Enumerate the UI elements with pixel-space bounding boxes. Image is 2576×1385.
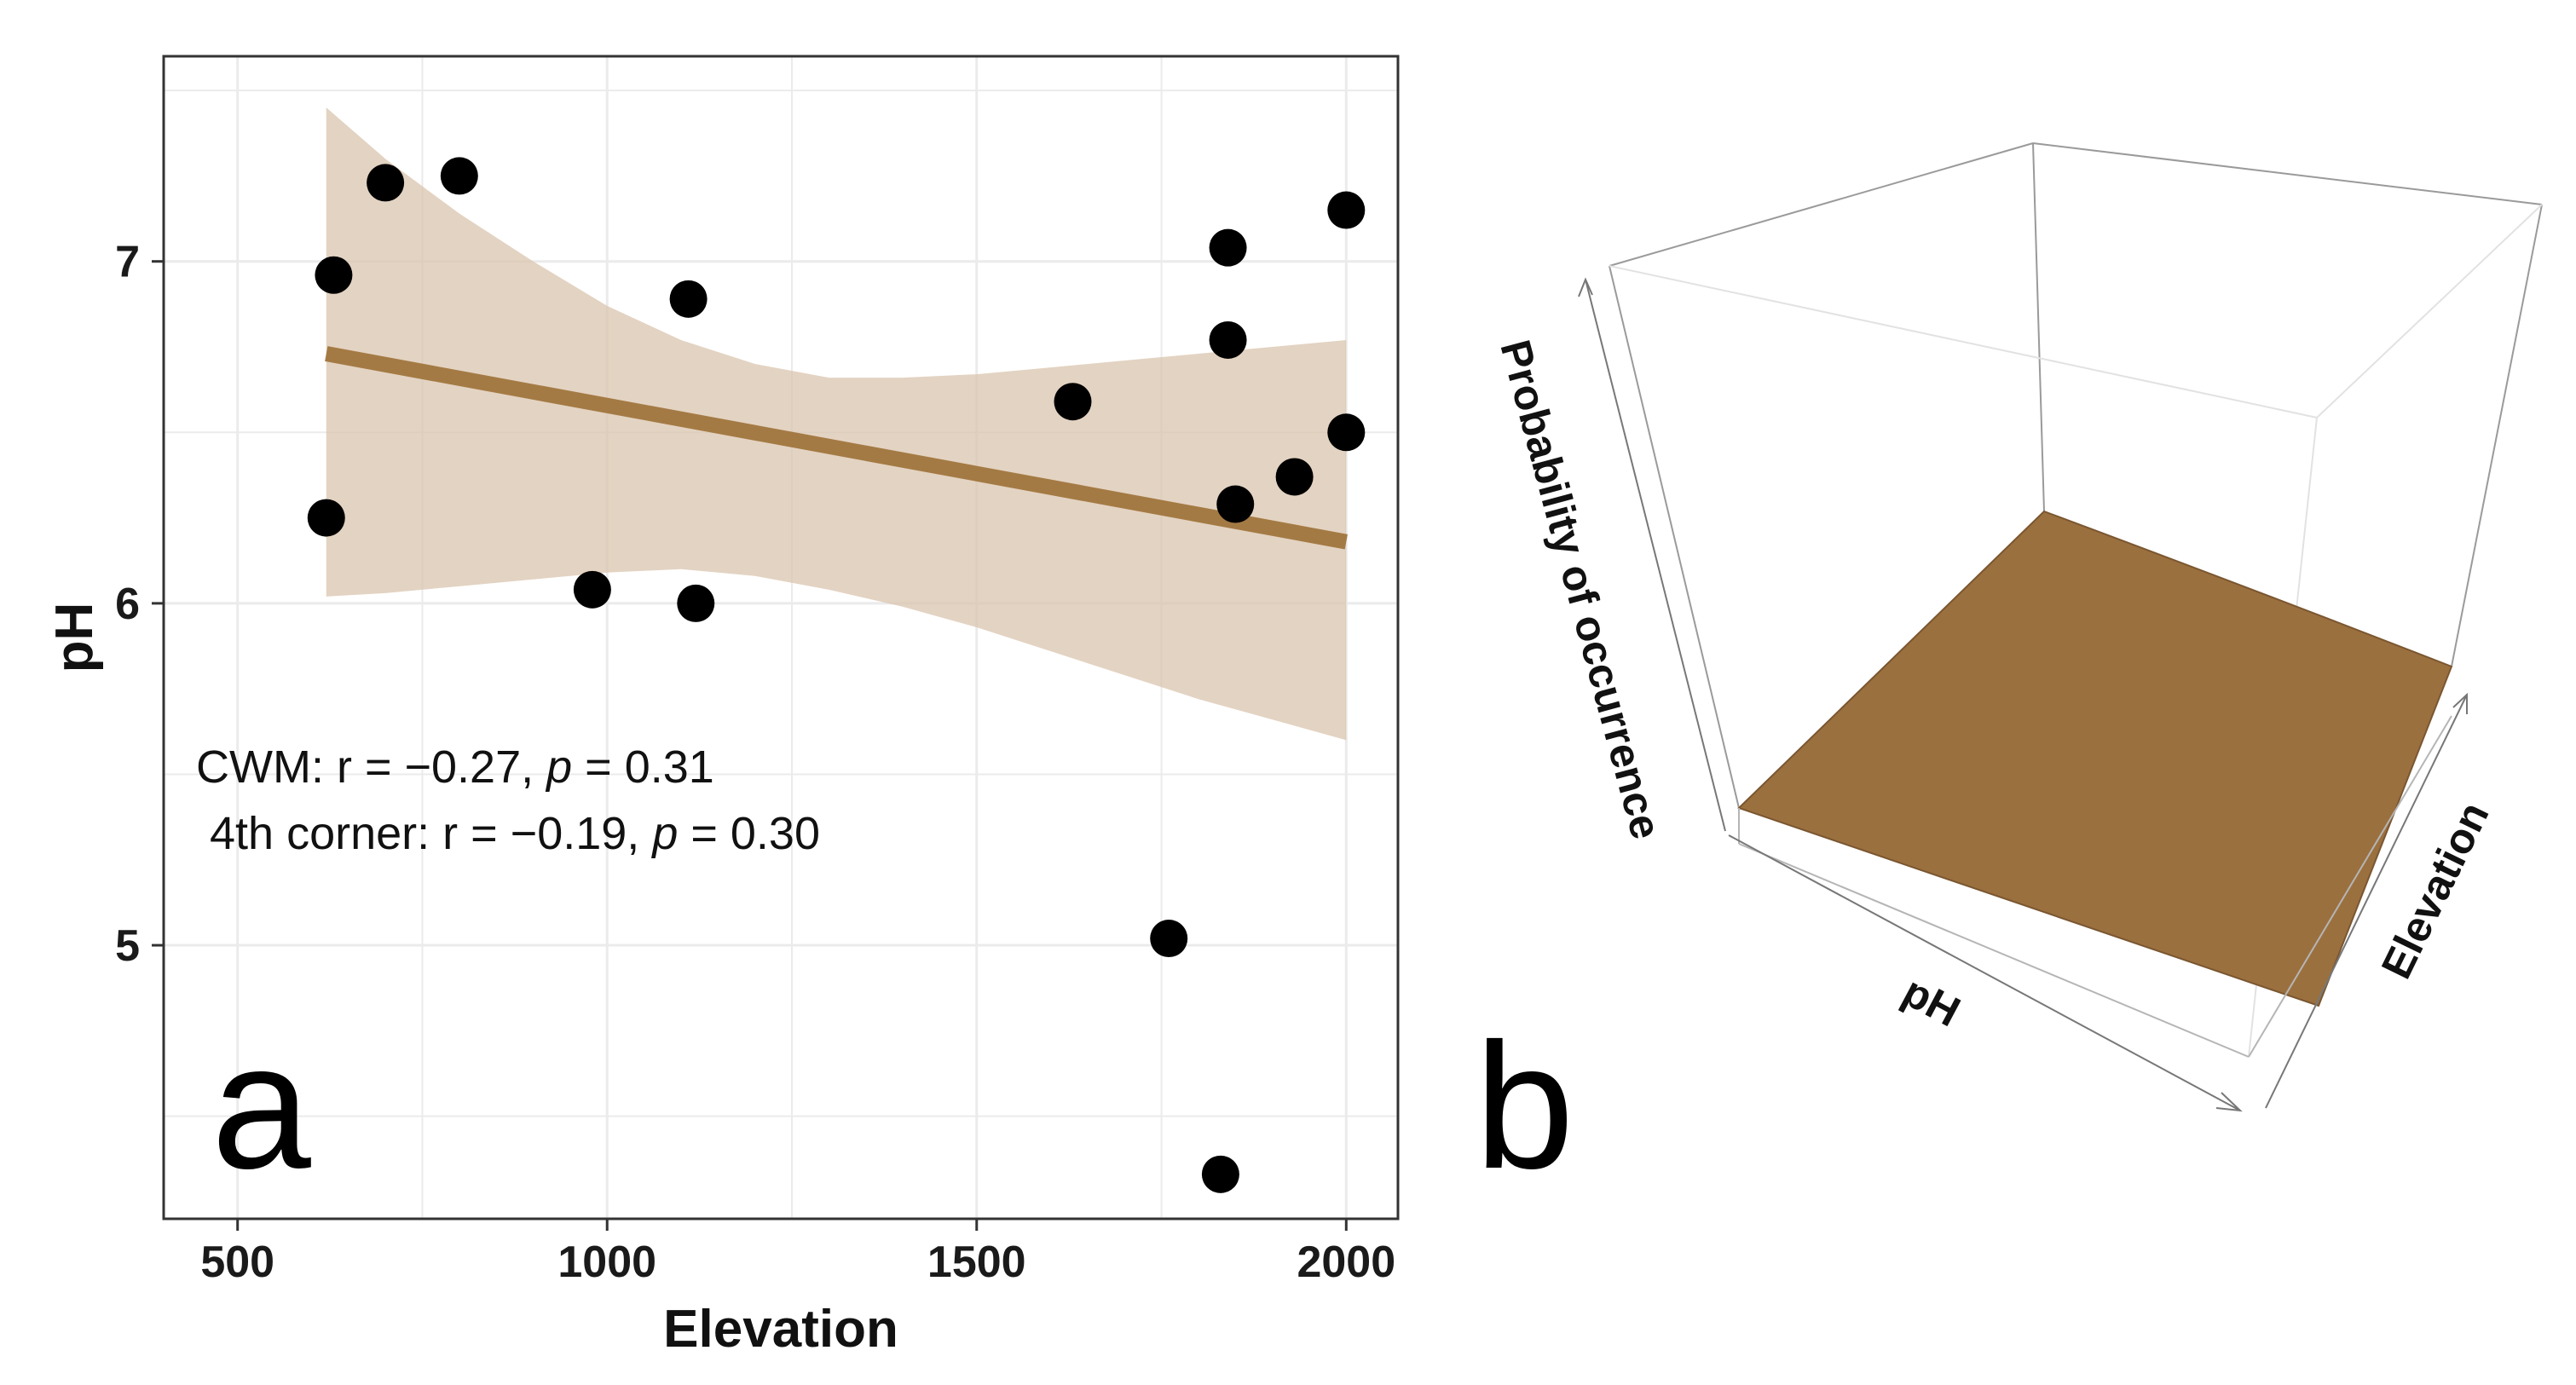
y-tick-label: 5	[115, 921, 140, 971]
panel-letter-b: b	[1475, 1006, 1574, 1206]
x-tick-label: 1500	[927, 1238, 1026, 1287]
data-point	[1201, 1155, 1239, 1193]
data-points	[307, 157, 1366, 1193]
panel-a: 500 1000 1500 2000 5 6 7 Elevation pH CWM: r …	[45, 55, 1400, 1359]
data-point	[1275, 458, 1314, 496]
x-axis-ticks: 500 1000 1500 2000	[200, 1219, 1395, 1287]
data-point	[440, 157, 478, 195]
x-tick-label: 1000	[557, 1238, 656, 1287]
x-axis-label-3d: pH	[1895, 967, 1967, 1036]
x-axis-arrowhead	[2215, 1092, 2243, 1112]
panel-letter-a: a	[211, 1006, 311, 1206]
data-point	[1054, 383, 1092, 421]
z-axis-arrowhead	[1578, 277, 1593, 297]
panel-b: Probability of occurrence pH Elevation b	[1475, 142, 2543, 1206]
probability-surface	[1737, 510, 2453, 1007]
y-axis-arrow	[2265, 694, 2468, 1109]
annotation-cwm-prefix: CWM: r = −0.27,	[196, 742, 546, 793]
data-point	[1150, 920, 1188, 958]
regression-line	[325, 346, 1348, 550]
data-point	[1327, 413, 1366, 452]
data-point	[677, 584, 715, 622]
data-point	[1209, 320, 1247, 359]
x-tick-label: 2000	[1297, 1238, 1395, 1287]
x-tick-label: 500	[200, 1238, 274, 1287]
data-point	[573, 570, 611, 609]
z-axis-arrow	[1585, 279, 1726, 832]
data-point	[367, 164, 405, 202]
confidence-band	[326, 107, 1347, 741]
annotation-cwm: CWM: r = −0.27, p = 0.31	[196, 742, 714, 793]
y-tick-label: 7	[115, 238, 140, 287]
annotation-cwm-suffix: = 0.31	[572, 742, 714, 793]
data-point	[1327, 191, 1366, 229]
y-tick-label: 6	[115, 580, 140, 629]
x-axis-arrow	[1728, 834, 2241, 1111]
data-point	[307, 499, 345, 537]
y-axis-label-3d: Elevation	[2372, 794, 2498, 985]
annotation-4th-corner: 4th corner: r = −0.19, p = 0.30	[210, 808, 820, 859]
annotation-4th-prefix: 4th corner: r = −0.19,	[210, 808, 652, 859]
x-axis-title: Elevation	[663, 1300, 898, 1359]
annotation-cwm-p: p	[545, 742, 572, 793]
annotation-4th-suffix: = 0.30	[678, 808, 820, 859]
y-axis-title: pH	[45, 603, 104, 673]
panel-a-border	[162, 55, 1400, 1221]
y-axis-ticks: 5 6 7	[115, 238, 164, 971]
axis-arrows	[1578, 277, 2468, 1112]
annotation-4th-p: p	[650, 808, 678, 859]
bounding-box-front	[1738, 715, 2452, 1058]
data-point	[1216, 485, 1255, 523]
bounding-box-back	[1609, 142, 2543, 809]
data-point	[315, 256, 353, 294]
y-axis-arrowhead	[2452, 692, 2468, 714]
data-point	[669, 280, 708, 318]
data-point	[1209, 228, 1247, 267]
